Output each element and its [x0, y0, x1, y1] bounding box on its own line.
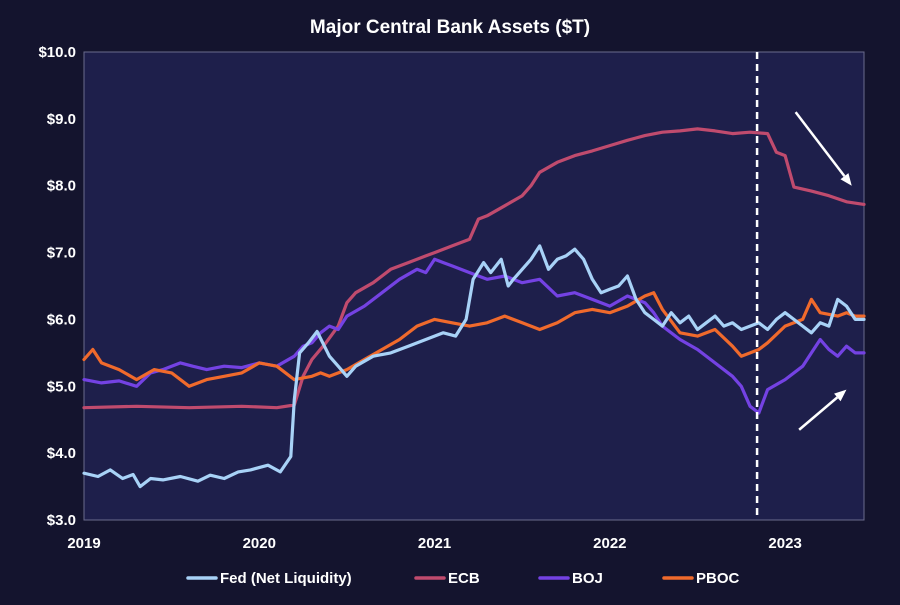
- legend-label: BOJ: [572, 570, 603, 587]
- x-tick-label: 2020: [243, 535, 276, 552]
- legend: Fed (Net Liquidity) ECB BOJ PBOC: [186, 570, 740, 587]
- x-tick-label: 2021: [418, 535, 451, 552]
- legend-label: ECB: [448, 570, 480, 587]
- y-tick-label: $9.0: [47, 111, 76, 128]
- arrow-shaft: [794, 111, 846, 177]
- plot-area: [83, 51, 865, 521]
- arrow-shaft: [798, 396, 839, 431]
- series-layer: [82, 127, 866, 489]
- y-tick-label: $5.0: [47, 378, 76, 395]
- series-line-fed-net-liquidity: [82, 244, 866, 489]
- arrow-head: [834, 389, 847, 402]
- y-tick-label: $8.0: [47, 178, 76, 195]
- x-tick-label: 2019: [67, 535, 100, 552]
- x-tick-label: 2023: [768, 535, 801, 552]
- legend-label: PBOC: [696, 570, 740, 587]
- y-tick-label: $3.0: [47, 512, 76, 529]
- legend-label: Fed (Net Liquidity): [220, 570, 352, 587]
- x-tick-label: 2022: [593, 535, 626, 552]
- arrow-head: [840, 173, 852, 186]
- series-line-ecb: [82, 127, 866, 410]
- y-tick-label: $7.0: [47, 245, 76, 262]
- y-tick-label: $4.0: [47, 445, 76, 462]
- series-line-boj: [82, 257, 866, 415]
- y-tick-label: $10.0: [38, 44, 76, 61]
- series-line-pboc: [82, 291, 866, 388]
- chart-title: Major Central Bank Assets ($T): [310, 17, 590, 38]
- axes: $3.0 $4.0 $5.0 $6.0 $7.0 $8.0 $9.0 $10.0 2019 202…: [38, 44, 801, 552]
- annotations: [755, 52, 852, 520]
- y-tick-label: $6.0: [47, 311, 76, 328]
